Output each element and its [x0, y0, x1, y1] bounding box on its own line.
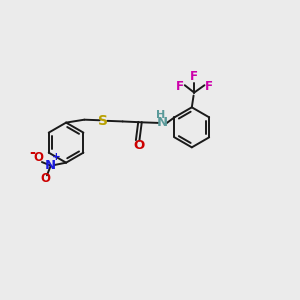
- Text: N: N: [45, 159, 56, 172]
- Text: F: F: [176, 80, 184, 93]
- Text: N: N: [157, 116, 168, 129]
- Text: H: H: [156, 110, 166, 120]
- Text: O: O: [40, 172, 50, 185]
- Text: F: F: [205, 80, 213, 93]
- Text: -: -: [29, 145, 35, 160]
- Text: S: S: [98, 114, 109, 128]
- Text: O: O: [33, 152, 43, 164]
- Text: F: F: [190, 70, 198, 83]
- Text: +: +: [52, 152, 61, 162]
- Text: O: O: [134, 140, 145, 152]
